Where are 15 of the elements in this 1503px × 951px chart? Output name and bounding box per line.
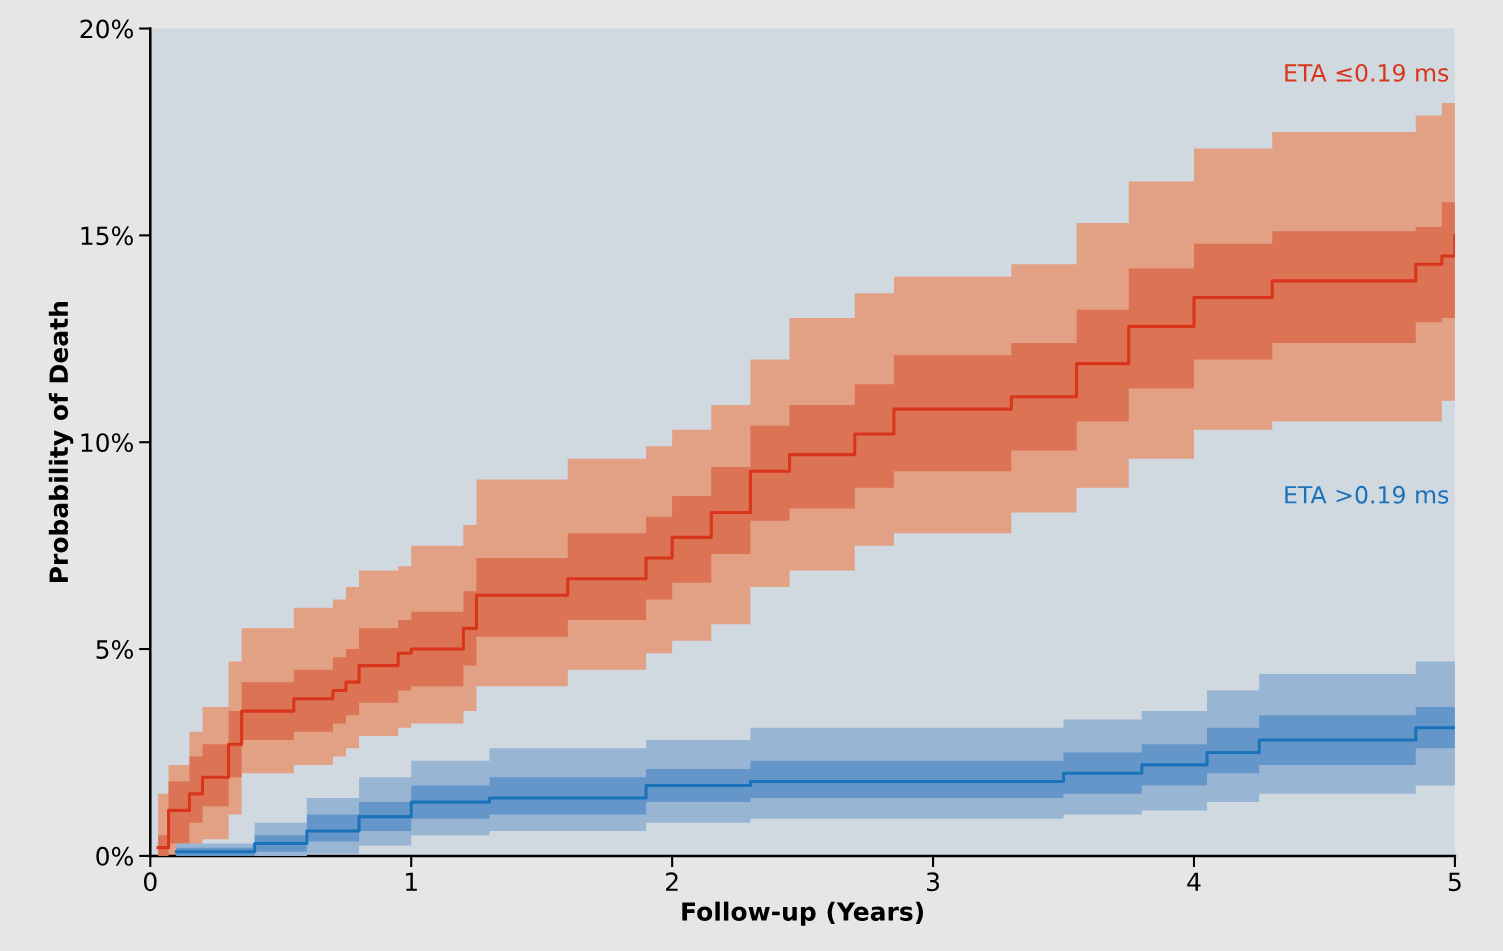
y-tick-label: 20% — [80, 19, 133, 39]
x-tick-label: 1 — [406, 872, 417, 891]
y-tick-label: 10% — [81, 433, 133, 453]
y-tick-label: 15% — [81, 226, 133, 246]
x-tick-label: 4 — [1187, 872, 1201, 891]
x-tick-label: 5 — [1448, 872, 1461, 892]
y-axis-title: Probability of Death — [48, 302, 74, 583]
x-tick-label: 3 — [927, 872, 940, 892]
y-tick-label: 0% — [96, 846, 133, 866]
x-axis-title: Follow-up (Years) — [682, 901, 924, 926]
y-tick-label: 5% — [96, 640, 133, 659]
x-tick-label: 0 — [144, 872, 157, 892]
x-tick-label: 2 — [666, 872, 678, 891]
text: ETA ≤0.19 ms — [1285, 63, 1449, 82]
text: ETA >0.19 ms — [1285, 485, 1449, 504]
